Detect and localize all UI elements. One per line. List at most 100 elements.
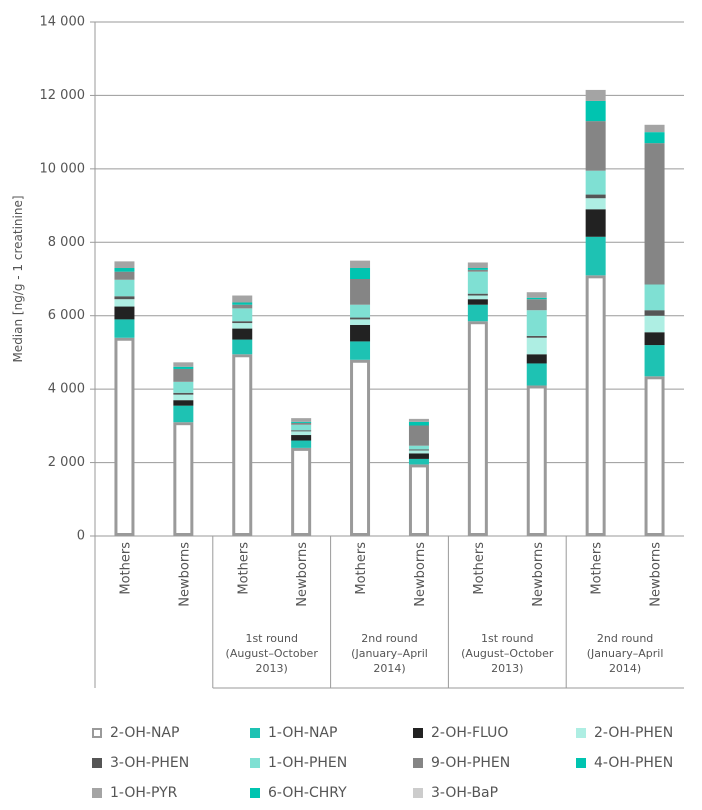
legend-item: 9-OH-PHEN bbox=[413, 755, 576, 771]
bar-segment-2-oh-nap bbox=[467, 321, 488, 536]
bar-segment-2-oh-fluo bbox=[585, 209, 606, 237]
bar-segment-1-oh-nap bbox=[467, 304, 488, 322]
category-label: Mothers bbox=[118, 542, 133, 595]
bar-segment-1-oh-pyr bbox=[232, 295, 253, 303]
category-label: Mothers bbox=[472, 542, 487, 595]
bar-segment-1-oh-nap bbox=[526, 363, 547, 386]
y-tick-label: 14 000 bbox=[40, 15, 86, 30]
group-label: (August–October bbox=[226, 647, 319, 660]
category-label: Newborns bbox=[295, 542, 310, 607]
bar-segment-9-oh-phen bbox=[644, 143, 665, 285]
bar-segment-1-oh-pyr bbox=[644, 124, 665, 133]
bar-segment-1-oh-phen bbox=[526, 310, 547, 336]
legend-item: 3-OH-BaP bbox=[413, 785, 576, 801]
bar-segment-2-oh-phen bbox=[232, 323, 253, 329]
group-label: 2nd round bbox=[597, 632, 653, 645]
category-label: Newborns bbox=[413, 542, 428, 607]
legend-label: 3-OH-BaP bbox=[431, 785, 499, 801]
group-label: 2013) bbox=[256, 662, 288, 675]
category-label: Newborns bbox=[177, 542, 192, 607]
bar-segment-4-oh-phen bbox=[350, 267, 371, 279]
chart-legend: 2-OH-NAP 1-OH-NAP 2-OH-FLUO 2-OH-PHEN 3-OH-P… bbox=[92, 725, 692, 801]
bar-segment-2-oh-nap bbox=[114, 337, 135, 536]
legend-label: 2-OH-PHEN bbox=[594, 725, 674, 741]
legend-swatch bbox=[250, 788, 260, 798]
bar-segment-3-oh-phen bbox=[350, 317, 371, 320]
bar-segment-1-oh-phen bbox=[232, 308, 253, 322]
bar-segment-2-oh-phen bbox=[350, 319, 371, 325]
bar-segment-1-oh-nap bbox=[173, 405, 194, 423]
bar-segment-4-oh-phen bbox=[526, 297, 547, 300]
bar-segment-9-oh-phen bbox=[408, 425, 429, 446]
bar-segment-1-oh-phen bbox=[585, 170, 606, 195]
legend-label: 1-OH-PYR bbox=[110, 785, 178, 801]
bar-segment-3-oh-phen bbox=[526, 335, 547, 338]
group-label: 2013) bbox=[491, 662, 523, 675]
legend-swatch bbox=[92, 728, 102, 738]
legend-label: 1-OH-PHEN bbox=[268, 755, 348, 771]
bar-segment-2-oh-nap bbox=[232, 354, 253, 536]
bar-segment-1-oh-phen bbox=[173, 381, 194, 393]
bar-segment-1-oh-pyr bbox=[526, 292, 547, 298]
group-label: 1st round bbox=[245, 632, 297, 645]
group-label: (January–April bbox=[587, 647, 664, 660]
group-label: 1st round bbox=[481, 632, 533, 645]
y-tick-label: 4 000 bbox=[48, 382, 85, 397]
legend-item: 1-OH-PHEN bbox=[250, 755, 413, 771]
bar-segment-2-oh-nap bbox=[173, 422, 194, 536]
bar-segment-1-oh-pyr bbox=[408, 418, 429, 422]
y-tick-label: 0 bbox=[77, 529, 85, 544]
category-label: Mothers bbox=[354, 542, 369, 595]
y-tick-label: 6 000 bbox=[48, 308, 85, 323]
group-label: 2nd round bbox=[361, 632, 417, 645]
bar-segment-1-oh-pyr bbox=[467, 262, 488, 268]
bar-segment-1-oh-phen bbox=[350, 304, 371, 318]
bar-segment-1-oh-pyr bbox=[291, 418, 312, 422]
bar-segment-1-oh-nap bbox=[232, 339, 253, 355]
bar-segment-1-oh-pyr bbox=[585, 89, 606, 101]
y-tick-label: 8 000 bbox=[48, 235, 85, 250]
bar-segment-1-oh-pyr bbox=[173, 362, 194, 367]
legend-swatch bbox=[413, 728, 423, 738]
bar-segment-2-oh-nap bbox=[644, 376, 665, 536]
bar-segment-9-oh-phen bbox=[585, 121, 606, 171]
legend-swatch bbox=[576, 728, 586, 738]
bar-segment-4-oh-phen bbox=[291, 421, 312, 423]
bar-segment-4-oh-phen bbox=[114, 267, 135, 272]
legend-swatch bbox=[413, 758, 423, 768]
y-tick-label: 12 000 bbox=[40, 88, 86, 103]
bar-segment-2-oh-nap bbox=[526, 385, 547, 536]
category-label: Mothers bbox=[236, 542, 251, 595]
bar-segment-2-oh-nap bbox=[408, 464, 429, 536]
group-label: 2014) bbox=[373, 662, 405, 675]
bar-segment-4-oh-phen bbox=[173, 366, 194, 369]
bar-segment-2-oh-fluo bbox=[467, 299, 488, 305]
legend-label: 2-OH-NAP bbox=[110, 725, 180, 741]
bar-segment-9-oh-phen bbox=[232, 304, 253, 309]
bar-segment-1-oh-pyr bbox=[114, 261, 135, 268]
legend-label: 6-OH-CHRY bbox=[268, 785, 347, 801]
bar-segment-4-oh-phen bbox=[467, 267, 488, 270]
bar-segment-2-oh-phen bbox=[526, 337, 547, 355]
legend-label: 4-OH-PHEN bbox=[594, 755, 674, 771]
bar-segment-2-oh-nap bbox=[291, 447, 312, 536]
bar-segment-2-oh-fluo bbox=[291, 435, 312, 441]
bar-segment-2-oh-fluo bbox=[526, 354, 547, 364]
bar-segment-1-oh-nap bbox=[408, 458, 429, 465]
legend-label: 2-OH-FLUO bbox=[431, 725, 509, 741]
bar-segment-9-oh-phen bbox=[291, 422, 312, 425]
y-tick-label: 10 000 bbox=[40, 161, 86, 176]
bar-segment-2-oh-phen bbox=[644, 315, 665, 333]
legend-swatch bbox=[250, 758, 260, 768]
bar-segment-4-oh-phen bbox=[408, 421, 429, 426]
bar-segment-1-oh-phen bbox=[408, 445, 429, 450]
legend-swatch bbox=[576, 758, 586, 768]
legend-item: 2-OH-PHEN bbox=[576, 725, 692, 741]
bar-segment-3-oh-phen bbox=[291, 430, 312, 432]
legend-item: 2-OH-FLUO bbox=[413, 725, 576, 741]
bar-segment-2-oh-fluo bbox=[173, 400, 194, 406]
bar-segment-2-oh-nap bbox=[585, 275, 606, 536]
legend-item: 1-OH-NAP bbox=[250, 725, 413, 741]
bar-segment-2-oh-fluo bbox=[408, 453, 429, 459]
legend-item: 1-OH-PYR bbox=[92, 785, 250, 801]
